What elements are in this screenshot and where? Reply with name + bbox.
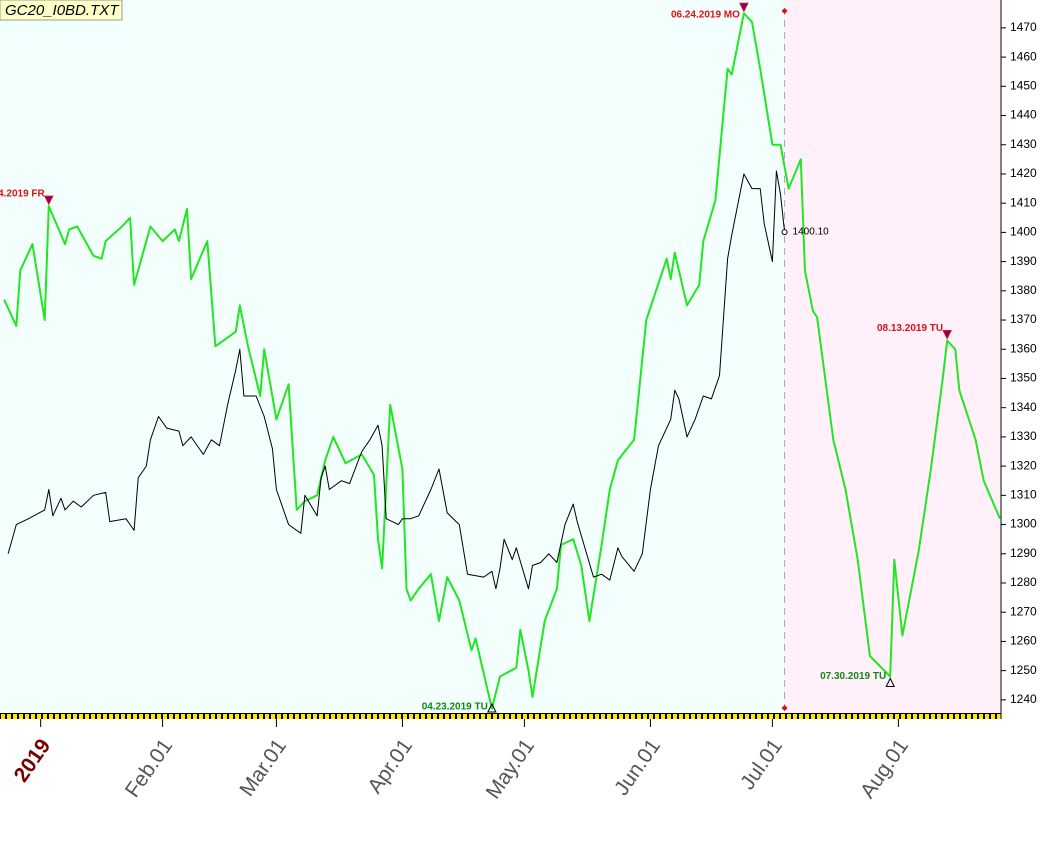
y-tick-label: 1370 [1010,312,1037,326]
y-tick-label: 1310 [1010,488,1037,502]
chart-title: GC20_I0BD.TXT [5,2,120,19]
y-tick-label: 1330 [1010,429,1037,443]
annotation-label: 01.04.2019 FR [0,189,46,200]
x-tick-label: Feb.01 [121,735,177,802]
low-marker [885,677,896,687]
y-tick-label: 1450 [1010,78,1037,92]
series-line [3,12,1001,710]
y-tick-label: 1350 [1010,371,1037,385]
y-tick-label: 1440 [1010,108,1037,122]
y-tick-label: 1250 [1010,663,1037,677]
y-tick-label: 1260 [1010,634,1037,648]
y-tick-label: 1390 [1010,254,1037,268]
low-marker [487,702,497,713]
title-box [0,0,123,21]
y-tick-label: 1290 [1010,546,1037,560]
x-tick-label: Jul.01 [736,735,787,794]
y-tick-label: 1380 [1010,283,1037,297]
y-tick-label: 1340 [1010,400,1037,414]
x-tick-label: Apr.01 [363,735,417,798]
y-tick-label: 1420 [1010,166,1037,180]
x-tick-label: Jun.01 [610,735,665,800]
annotation-label: 06.24.2019 MO [671,10,740,21]
annotation-label: 07.30.2019 TU [820,671,886,682]
high-marker [942,329,952,340]
y-tick-label: 1410 [1010,195,1037,209]
y-tick-label: 1240 [1010,692,1037,706]
x-tick-label: Mar.01 [235,735,291,801]
last-price-marker [781,229,788,236]
x-tick-label: Aug.01 [856,735,913,803]
y-tick-label: 1430 [1010,137,1037,151]
high-marker [739,2,749,13]
y-tick-label: 1470 [1010,20,1037,34]
history-background [0,0,785,713]
last-price-label: 1400.10 [793,227,830,238]
high-marker [43,195,54,206]
x-year-label: 2019 [10,735,56,786]
divider-marker [781,705,788,711]
divider-marker [781,8,788,14]
x-tick-label: May.01 [482,735,539,803]
plot-background [0,0,1000,713]
y-tick-label: 1300 [1010,517,1037,531]
y-tick-label: 1320 [1010,458,1037,472]
series-line [7,170,786,590]
y-tick-label: 1270 [1010,604,1037,618]
annotation-label: 04.23.2019 TU [422,702,488,713]
date-ruler [0,713,1001,719]
y-tick-label: 1360 [1010,341,1037,355]
y-tick-label: 1460 [1010,49,1037,63]
y-tick-label: 1280 [1010,575,1037,589]
y-tick-label: 1400 [1010,225,1037,239]
annotation-label: 08.13.2019 TU [877,323,943,334]
